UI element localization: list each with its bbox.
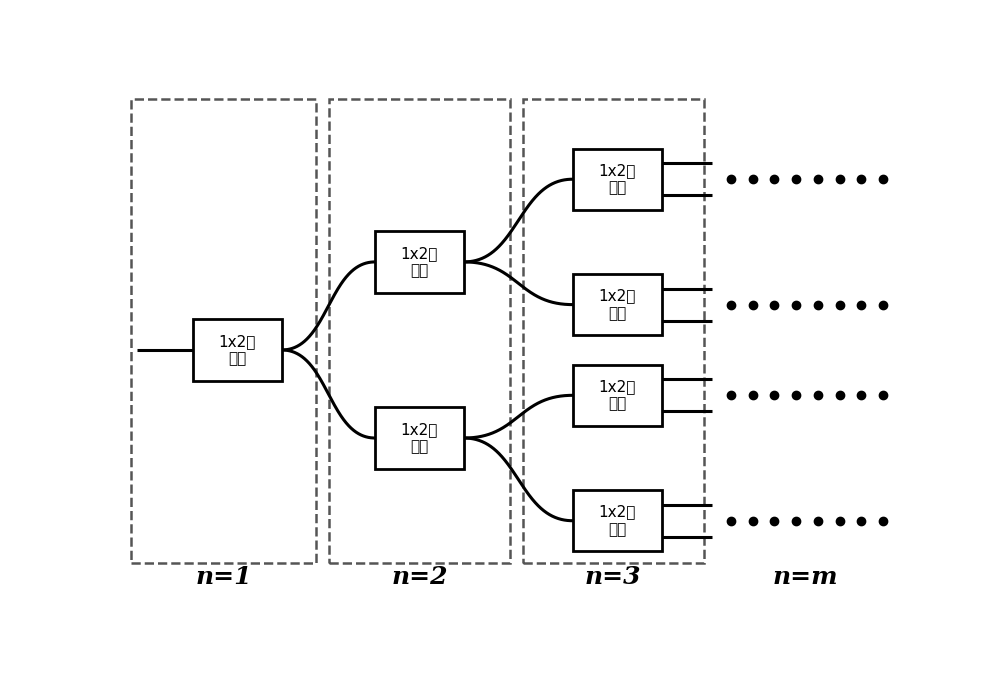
Text: n=2: n=2 — [391, 565, 448, 589]
Text: n=1: n=1 — [196, 565, 252, 589]
Text: 1x2光
开关: 1x2光 开关 — [598, 288, 636, 321]
Text: 1x2光
开关: 1x2光 开关 — [598, 163, 636, 195]
Bar — [523, 99, 704, 563]
Text: 1x2光
开关: 1x2光 开关 — [401, 422, 438, 454]
Bar — [375, 231, 464, 292]
Text: 1x2光
开关: 1x2光 开关 — [401, 246, 438, 278]
Bar — [573, 490, 662, 552]
Bar — [573, 365, 662, 426]
Text: n=3: n=3 — [585, 565, 642, 589]
Bar — [131, 99, 316, 563]
Text: n=m: n=m — [772, 565, 838, 589]
Text: 1x2光
开关: 1x2光 开关 — [598, 505, 636, 537]
Text: 1x2光
开关: 1x2光 开关 — [598, 379, 636, 412]
Text: 1x2光
开关: 1x2光 开关 — [219, 334, 256, 366]
Bar — [375, 407, 464, 468]
Bar — [573, 274, 662, 335]
Bar — [329, 99, 510, 563]
Bar — [193, 319, 282, 380]
Bar — [573, 148, 662, 210]
